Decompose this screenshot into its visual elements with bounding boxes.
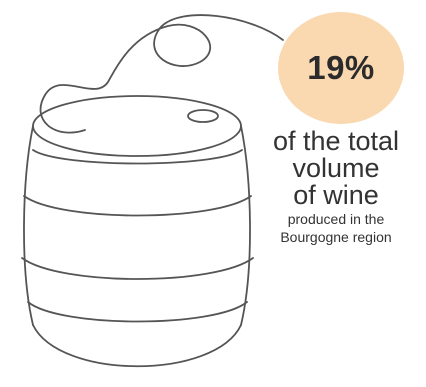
stat-caption: of the total volume of wine produced in … bbox=[250, 126, 422, 246]
barrel-side-right bbox=[240, 125, 251, 326]
barrel-top bbox=[32, 95, 242, 157]
caption-line-2: volume bbox=[292, 153, 380, 183]
caption-line-3: of wine bbox=[293, 180, 379, 210]
string-line bbox=[39, 14, 284, 134]
barrel-hoop bbox=[32, 149, 243, 165]
caption-line-1: of the total bbox=[272, 126, 400, 156]
bung-hole bbox=[187, 109, 219, 123]
caption-line-4: produced in the bbox=[287, 211, 385, 227]
stat-circle: 19% bbox=[278, 12, 404, 124]
barrel-bottom bbox=[32, 324, 242, 368]
barrel-hoop bbox=[23, 195, 252, 217]
barrel-hoop bbox=[21, 257, 254, 280]
barrel-side-left bbox=[23, 125, 34, 326]
stat-value: 19% bbox=[307, 49, 375, 86]
caption-line-5: Bourgogne region bbox=[280, 229, 392, 245]
barrel-hoop bbox=[27, 301, 248, 323]
